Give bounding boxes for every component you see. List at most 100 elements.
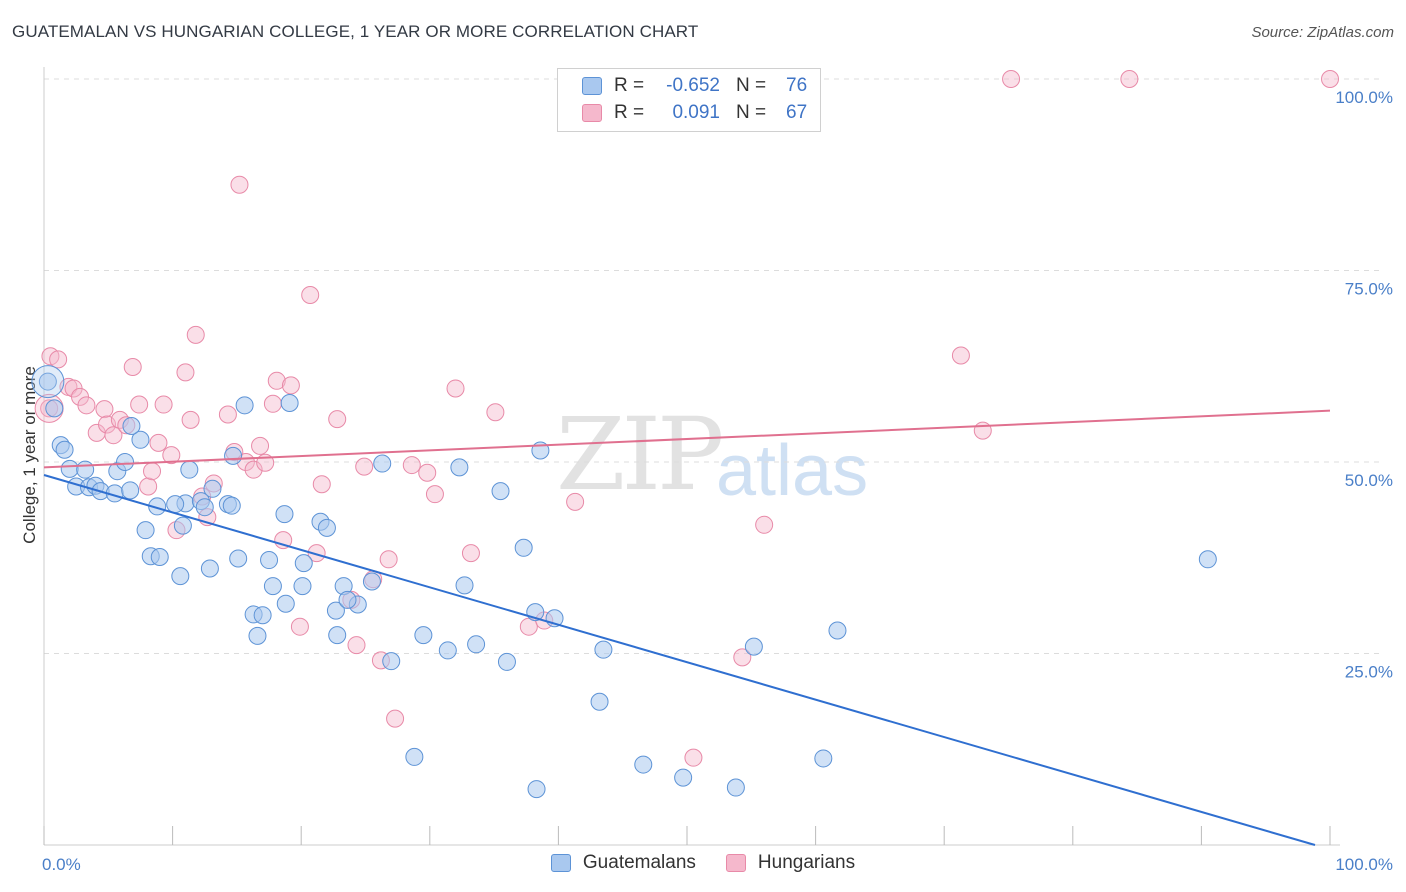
hungarians-point [307, 544, 326, 563]
stats-legend: R = -0.652 N = 76 R = 0.091 N = 67 [557, 68, 821, 132]
guatemalans-point [260, 551, 279, 570]
guatemalans-point [224, 446, 243, 465]
hungarians-point [1120, 70, 1139, 88]
guatemalans-point [744, 637, 763, 656]
guatemalans-point [382, 652, 401, 671]
legend-row-guatemalans: R = -0.652 N = 76 [582, 73, 807, 99]
guatemalans-point [405, 747, 424, 766]
hungarians-point [684, 748, 703, 767]
guatemalans-point [373, 454, 392, 473]
y-tick-label: 75.0% [1345, 280, 1393, 299]
legend-row-hungarians: R = 0.091 N = 67 [582, 100, 807, 126]
legend-label: Guatemalans [582, 852, 696, 873]
legend-item-guatemalans[interactable]: Guatemalans [550, 852, 696, 874]
hungarians-point [123, 358, 142, 377]
n-label: N = [736, 75, 767, 96]
hungarians-point [104, 426, 123, 445]
guatemalans-point [594, 640, 613, 659]
hungarians-point [386, 709, 405, 728]
y-axis-label: College, 1 year or more [20, 366, 39, 544]
hungarians-point [446, 379, 465, 398]
r-value: 0.091 [672, 102, 720, 123]
hungarians-point [143, 462, 162, 481]
guatemalans-point [726, 778, 745, 797]
guatemalans-point [514, 538, 533, 557]
hungarians-point [328, 410, 347, 429]
guatemalans-point [317, 518, 336, 537]
guatemalans-point [467, 635, 486, 654]
guatemalans-point [229, 549, 248, 568]
series-legend: Guatemalans Hungarians [0, 852, 1406, 874]
guatemalans-point [328, 626, 347, 645]
hungarians-point [755, 515, 774, 534]
y-tick-label: 50.0% [1345, 471, 1393, 490]
hungarians-point [1002, 70, 1021, 88]
guatemalans-point [253, 606, 272, 625]
guatemalans-point [276, 594, 295, 613]
guatemalans-point [121, 481, 140, 500]
hungarians-point [312, 475, 331, 494]
x-tick-label: 100.0% [1335, 855, 1393, 874]
guatemalans-point [166, 495, 185, 514]
hungarians-point [566, 492, 585, 511]
tick-labels: 25.0% 50.0% 75.0% 100.0% 0.0% 100.0% [42, 88, 1393, 874]
guatemalans-point [116, 453, 135, 471]
guatemalans-point [293, 577, 312, 596]
hungarians-point [130, 395, 149, 414]
hungarians-point [486, 403, 505, 422]
guatemalans-point [527, 780, 546, 799]
guatemalans-point [294, 554, 313, 573]
hungarians-point [244, 460, 263, 479]
hungarians-point [402, 456, 421, 475]
legend-label: Hungarians [757, 852, 856, 873]
hungarians-point [347, 636, 366, 655]
guatemalans-point [280, 394, 299, 413]
r-label: R = [614, 75, 645, 96]
hungarians-point [267, 371, 286, 390]
hungarians-point [149, 433, 168, 452]
hungarians-point [301, 286, 320, 305]
guatemalans-point [491, 482, 510, 501]
hungarians-point [281, 376, 300, 395]
n-value: 76 [786, 75, 808, 96]
r-label: R = [614, 102, 645, 123]
guatemalans-point [338, 590, 357, 609]
legend-item-hungarians[interactable]: Hungarians [725, 852, 856, 874]
hungarians-point [973, 421, 992, 440]
hungarians-point [181, 410, 200, 429]
guatemalans-point [31, 365, 65, 399]
guatemalans-point [136, 521, 155, 540]
guatemalans-point [590, 692, 609, 711]
pink-swatch-icon [582, 104, 602, 122]
guatemalans-point [814, 749, 833, 768]
chart-title: GUATEMALAN VS HUNGARIAN COLLEGE, 1 YEAR … [12, 22, 699, 41]
guatemalans-point [55, 440, 74, 459]
watermark-zip: ZIP [556, 396, 724, 513]
blue-swatch-icon [582, 77, 602, 95]
n-value: 67 [786, 102, 808, 123]
hungarians-point [186, 325, 205, 344]
guatemalans-point [122, 416, 141, 435]
hungarians-point [49, 350, 68, 369]
guatemalans-point [275, 505, 294, 524]
hungarians-point [95, 400, 114, 419]
guatemalans-point [200, 559, 219, 578]
guatemalans-point [173, 516, 192, 535]
hungarians-point [418, 463, 437, 482]
axes [43, 67, 1340, 846]
guatemalans-point [150, 547, 169, 566]
hungarians-point [951, 346, 970, 365]
guatemalans-point [235, 396, 254, 415]
guatemalans-point [222, 496, 241, 515]
hungarians-trend-line [43, 409, 1331, 469]
gridlines [44, 78, 1380, 654]
guatemalans-point [38, 372, 57, 391]
hungarians-point [162, 446, 181, 465]
hungarians-point [176, 363, 195, 382]
guatemalans-point [455, 576, 474, 595]
guatemalans-point [195, 498, 214, 517]
source-credit: Source: ZipAtlas.com [1251, 24, 1394, 41]
x-tick-label: 0.0% [42, 855, 81, 874]
guatemalans-point [414, 626, 433, 645]
guatemalans-point [180, 460, 199, 479]
